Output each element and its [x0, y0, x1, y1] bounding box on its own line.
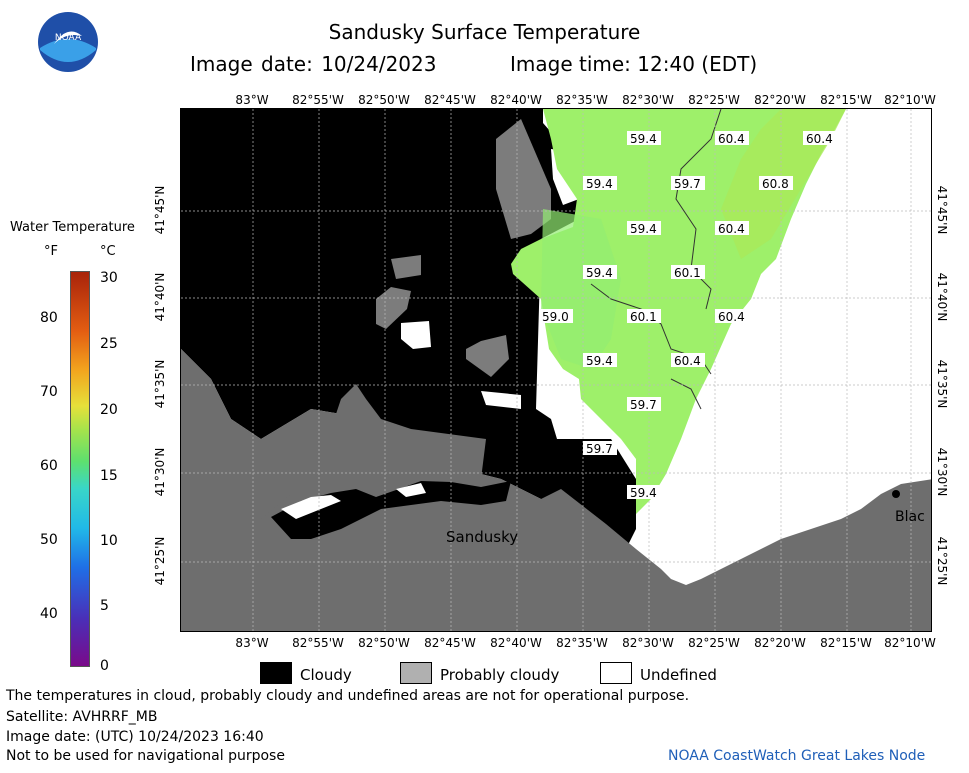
lon-label: 83°W [235, 636, 269, 650]
lon-label: 82°35'W [556, 93, 608, 107]
temp-label: 59.4 [586, 177, 613, 191]
temp-label: 59.7 [630, 398, 657, 412]
lon-label: 82°20'W [754, 636, 806, 650]
temp-label: 59.7 [674, 177, 701, 191]
temp-label: 59.7 [586, 442, 613, 456]
lon-label: 82°15'W [820, 636, 872, 650]
lon-label: 82°50'W [358, 93, 410, 107]
lat-label: 41°25'N [935, 536, 949, 586]
temp-label: 60.4 [806, 132, 833, 146]
lon-label: 82°25'W [688, 93, 740, 107]
temp-label: 59.0 [542, 310, 569, 324]
lon-label: 82°55'W [292, 93, 344, 107]
probably-cloudy-area [466, 335, 509, 377]
lat-label: 41°45'N [153, 185, 167, 235]
temp-label: 60.1 [630, 310, 657, 324]
cb-c-label: 10 [100, 533, 118, 549]
lon-label: 82°10'W [884, 93, 936, 107]
lat-label: 41°30'N [153, 447, 167, 497]
lon-label: 82°45'W [424, 636, 476, 650]
undefined-label: Undefined [640, 666, 717, 684]
image-time: Image time: 12:40 (EDT) [510, 52, 758, 76]
temp-label: 59.4 [586, 354, 613, 368]
map-svg: Sandusky Blac 59.4 60.4 60.4 59.4 59.7 6… [181, 109, 931, 631]
probably-cloudy-swatch [400, 662, 432, 684]
lon-label: 82°40'W [490, 636, 542, 650]
lat-label: 41°35'N [153, 359, 167, 409]
lon-label: 82°40'W [490, 93, 542, 107]
lat-label: 41°25'N [153, 536, 167, 586]
noaa-logo: NOAA [36, 10, 100, 74]
temp-label: 59.4 [630, 132, 657, 146]
cb-f-label: 40 [40, 606, 58, 622]
temp-label: 59.4 [630, 222, 657, 236]
lat-label: 41°30'N [935, 447, 949, 497]
town-marker [892, 490, 900, 498]
image-date: Image date: 10/24/2023 [190, 52, 437, 76]
unit-celsius: °C [100, 244, 116, 259]
logo-text: NOAA [55, 33, 82, 43]
temperature-map: Sandusky Blac 59.4 60.4 60.4 59.4 59.7 6… [180, 108, 932, 632]
temp-label: 60.4 [674, 354, 701, 368]
lon-label: 82°35'W [556, 636, 608, 650]
temp-label: 59.4 [586, 266, 613, 280]
lat-label: 41°40'N [935, 272, 949, 322]
lon-label: 83°W [235, 93, 269, 107]
place-label-sandusky: Sandusky [446, 528, 518, 546]
temp-label: 60.4 [718, 222, 745, 236]
temp-label: 60.8 [762, 177, 789, 191]
cb-c-label: 0 [100, 658, 109, 674]
nav-warning-text: Not to be used for navigational purpose [6, 748, 285, 764]
credit-text: NOAA CoastWatch Great Lakes Node [668, 748, 926, 764]
lon-label: 82°10'W [884, 636, 936, 650]
lon-label: 82°30'W [622, 636, 674, 650]
utc-date-text: Image date: (UTC) 10/24/2023 16:40 [6, 729, 264, 745]
lon-label: 82°25'W [688, 636, 740, 650]
disclaimer-text: The temperatures in cloud, probably clou… [6, 688, 690, 704]
cloudy-label: Cloudy [300, 666, 352, 684]
unit-fahrenheit: °F [44, 244, 58, 259]
cb-f-label: 80 [40, 310, 58, 326]
lon-label: 82°30'W [622, 93, 674, 107]
cb-c-label: 20 [100, 402, 118, 418]
cb-c-label: 30 [100, 270, 118, 286]
cb-f-label: 60 [40, 458, 58, 474]
lon-label: 82°20'W [754, 93, 806, 107]
temp-label: 60.4 [718, 132, 745, 146]
noaa-logo-icon: NOAA [38, 12, 98, 72]
legend-title: Water Temperature [10, 220, 135, 235]
undefined-swatch [600, 662, 632, 684]
cb-f-label: 70 [40, 384, 58, 400]
temp-label: 60.4 [718, 310, 745, 324]
lat-label: 41°40'N [153, 272, 167, 322]
lon-label: 82°45'W [424, 93, 476, 107]
lat-label: 41°45'N [935, 185, 949, 235]
temp-label: 59.4 [630, 486, 657, 500]
cb-f-label: 50 [40, 532, 58, 548]
temperature-colorbar [70, 271, 90, 667]
satellite-text: Satellite: AVHRRF_MB [6, 709, 158, 725]
lon-label: 82°15'W [820, 93, 872, 107]
probably-cloudy-label: Probably cloudy [440, 666, 560, 684]
cb-c-label: 25 [100, 336, 118, 352]
temp-label: 60.1 [674, 266, 701, 280]
probably-cloudy-area [496, 119, 551, 239]
lat-label: 41°35'N [935, 359, 949, 409]
probably-cloudy-area [391, 255, 421, 279]
cb-c-label: 5 [100, 598, 109, 614]
lon-label: 82°50'W [358, 636, 410, 650]
place-label-blac: Blac [895, 509, 925, 525]
lon-label: 82°55'W [292, 636, 344, 650]
cloudy-swatch [260, 662, 292, 684]
cb-c-label: 15 [100, 468, 118, 484]
page-title: Sandusky Surface Temperature [328, 20, 641, 44]
